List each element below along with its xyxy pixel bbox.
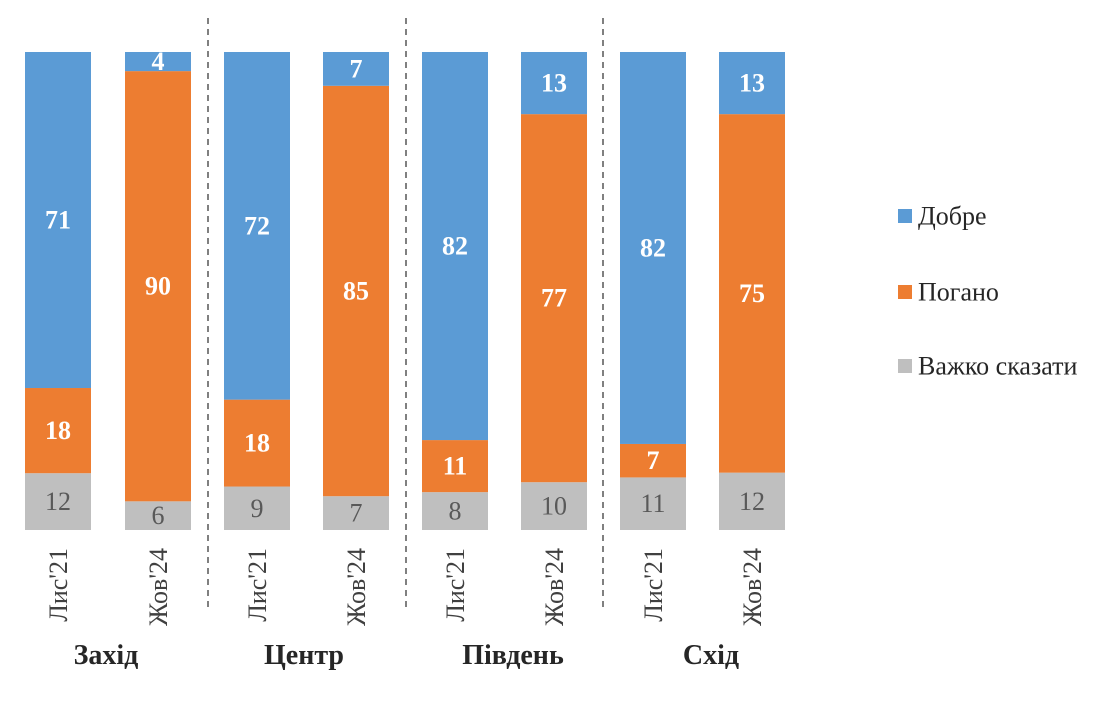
group-label: Захід (74, 640, 139, 671)
data-label: 4 (152, 47, 165, 76)
data-label: 7 (350, 499, 363, 528)
bar-segment (224, 52, 290, 400)
bars-layer (25, 52, 785, 530)
bar-segment (323, 52, 389, 86)
data-label: 9 (251, 494, 264, 523)
data-label: 7 (350, 54, 363, 83)
bar-segment (521, 114, 587, 483)
bar-segment (719, 472, 785, 530)
data-label: 12 (739, 487, 765, 516)
data-label: 18 (244, 429, 270, 458)
bar-segment (620, 443, 686, 478)
bar-segment (224, 399, 290, 487)
category-tick-label: Жов'24 (738, 548, 767, 626)
bar-segment (422, 52, 488, 441)
value-labels-layer: 12 18 71 6 90 4 9 18 72 7 85 7 8 11 82 10 77 13 11 7 82 12 75 1… (45, 47, 765, 530)
legend-swatch (898, 285, 912, 299)
legend-label: Добре (918, 202, 987, 231)
legend-swatch (898, 209, 912, 223)
data-label: 7 (647, 446, 660, 475)
bar-segment (125, 501, 191, 530)
category-tick-label: Лис'21 (243, 548, 272, 622)
data-label: 82 (640, 233, 666, 262)
bar-segment (25, 388, 91, 474)
data-label: 72 (244, 211, 270, 240)
data-label: 75 (739, 279, 765, 308)
bar-segment (620, 52, 686, 444)
bar-segment (521, 52, 587, 115)
bar-segment (323, 496, 389, 530)
data-label: 13 (739, 69, 765, 98)
bar-segment (323, 85, 389, 497)
data-label: 12 (45, 487, 71, 516)
category-tick-label: Лис'21 (441, 548, 470, 622)
category-tick-labels: Лис'21 Жов'24 Лис'21 Жов'24 Лис'21 Жов'24 Лис'… (44, 548, 767, 626)
bar-segment (422, 440, 488, 493)
bar-segment (521, 482, 587, 530)
group-dividers (207, 18, 604, 612)
group-label: Південь (462, 640, 564, 671)
category-tick-label: Жов'24 (144, 548, 173, 626)
bar-segment (224, 486, 290, 530)
data-label: 8 (449, 497, 462, 526)
data-label: 71 (45, 206, 71, 235)
data-label: 13 (541, 69, 567, 98)
data-label: 6 (152, 501, 165, 530)
group-label: Центр (264, 640, 344, 671)
legend-swatch (898, 359, 912, 373)
data-label: 10 (541, 492, 567, 521)
bar-segment (422, 492, 488, 530)
data-label: 85 (343, 277, 369, 306)
bar-segment (25, 52, 91, 389)
bar-segment (719, 114, 785, 473)
category-tick-label: Лис'21 (44, 548, 73, 622)
bar-segment (25, 473, 91, 530)
legend: Добре Погано Важко сказати (898, 202, 1077, 381)
bar-segment (620, 477, 686, 530)
legend-label: Погано (918, 278, 999, 307)
category-tick-label: Жов'24 (342, 548, 371, 626)
data-label: 11 (443, 452, 468, 481)
data-label: 82 (442, 232, 468, 261)
group-label: Схід (683, 640, 739, 671)
group-labels: Захід Центр Південь Схід (74, 640, 739, 671)
category-tick-label: Лис'21 (639, 548, 668, 622)
bar-segment (125, 52, 191, 72)
data-label: 18 (45, 416, 71, 445)
data-label: 77 (541, 284, 567, 313)
data-label: 90 (145, 272, 171, 301)
legend-label: Важко сказати (918, 352, 1077, 381)
bar-segment (719, 52, 785, 115)
data-label: 11 (640, 489, 665, 518)
category-tick-label: Жов'24 (540, 548, 569, 626)
bar-segment (125, 71, 191, 502)
